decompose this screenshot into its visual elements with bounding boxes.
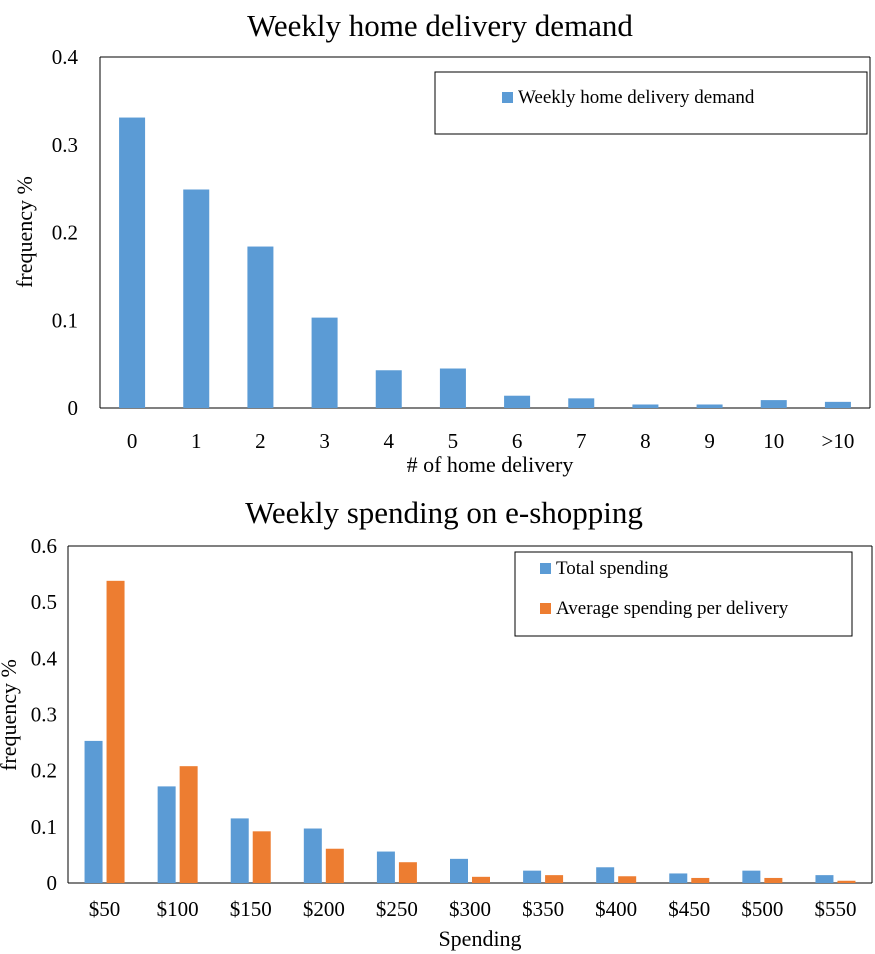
bar-total-spending-300 (450, 858, 468, 883)
x-tick-label: 4 (384, 429, 395, 453)
x-tick-label: $50 (89, 897, 121, 921)
bar-weekly-home-delivery-demand-5 (439, 368, 466, 408)
x-tick-label: $250 (376, 897, 418, 921)
x-tick-label: $400 (595, 897, 637, 921)
legend-label: Total spending (556, 558, 669, 579)
y-tick-label: 0.6 (31, 534, 57, 558)
bar-average-spending-per-delivery-450 (691, 877, 710, 883)
y-tick-label: 0.3 (31, 703, 57, 727)
x-tick-label: 7 (576, 429, 587, 453)
x-tick-label: $300 (449, 897, 491, 921)
bar-weekly-home-delivery-demand-10 (824, 401, 851, 408)
legend-swatch-total-spending (540, 563, 551, 574)
x-tick-label: >10 (821, 429, 854, 453)
bar-weekly-home-delivery-demand-9 (696, 404, 723, 408)
x-tick-label: $100 (157, 897, 199, 921)
x-tick-label: 10 (763, 429, 784, 453)
x-tick-labels: $50 $100 $150 $200 $250 $300 $350 $400 $450 $500 $… (89, 897, 857, 921)
y-tick-labels: 0 0.1 0.2 0.3 0.4 (52, 45, 79, 420)
x-tick-label: $350 (522, 897, 564, 921)
chart-title: Weekly spending on e-shopping (245, 495, 643, 530)
bars (84, 580, 856, 883)
bar-weekly-home-delivery-demand-3 (311, 317, 338, 408)
bar-average-spending-per-delivery-350 (545, 875, 564, 883)
x-tick-label: 6 (512, 429, 523, 453)
y-tick-label: 0.1 (52, 308, 78, 332)
bar-total-spending-450 (669, 873, 688, 883)
bar-total-spending-350 (523, 870, 542, 883)
y-tick-label: 0.1 (31, 815, 57, 839)
x-tick-label: 8 (640, 429, 651, 453)
bar-weekly-home-delivery-demand-8 (632, 404, 659, 408)
bar-average-spending-per-delivery-500 (764, 877, 783, 883)
bar-weekly-home-delivery-demand-10 (760, 400, 787, 408)
bar-average-spending-per-delivery-550 (837, 880, 856, 883)
legend: Weekly home delivery demand (434, 71, 868, 135)
bar-weekly-home-delivery-demand-0 (119, 117, 146, 409)
x-tick-label: 1 (191, 429, 202, 453)
bar-total-spending-500 (742, 870, 761, 883)
legend-label: Weekly home delivery demand (518, 87, 755, 108)
y-tick-label: 0.4 (52, 45, 79, 69)
x-tick-label: $550 (814, 897, 856, 921)
y-tick-label: 0.2 (52, 221, 78, 245)
legend: Total spending Average spending per deliv… (514, 551, 853, 637)
bar-weekly-home-delivery-demand-1 (183, 189, 210, 408)
y-tick-labels: 0 0.1 0.2 0.3 0.4 0.5 0.6 (31, 534, 58, 895)
bar-weekly-home-delivery-demand-7 (568, 398, 595, 408)
bar-weekly-home-delivery-demand-6 (504, 395, 531, 408)
x-tick-label: 2 (255, 429, 266, 453)
bar-total-spending-200 (303, 828, 322, 883)
bar-average-spending-per-delivery-250 (398, 862, 417, 883)
x-axis-label: # of home delivery (407, 452, 574, 477)
y-tick-label: 0.2 (31, 759, 57, 783)
bar-average-spending-per-delivery-100 (179, 766, 198, 883)
bar-total-spending-100 (157, 786, 176, 883)
x-axis-label: Spending (438, 926, 521, 951)
x-tick-label: $500 (741, 897, 783, 921)
y-axis-label: frequency % (12, 176, 37, 288)
x-tick-label: $150 (230, 897, 272, 921)
chart-title: Weekly home delivery demand (247, 8, 633, 43)
x-tick-label: $200 (303, 897, 345, 921)
legend-swatch-weekly-home-delivery-demand (502, 92, 513, 103)
bar-weekly-home-delivery-demand-2 (247, 246, 274, 408)
legend-box (514, 551, 853, 637)
bar-average-spending-per-delivery-400 (618, 876, 637, 883)
bar-total-spending-250 (376, 851, 395, 883)
x-tick-label: 5 (448, 429, 459, 453)
bar-weekly-home-delivery-demand-4 (375, 370, 402, 408)
y-tick-label: 0.5 (31, 590, 57, 614)
y-tick-label: 0 (68, 396, 79, 420)
bar-total-spending-550 (815, 875, 834, 883)
chart-home-delivery: Weekly home delivery demand 0 0.1 0.2 0.3 0.… (12, 8, 871, 477)
bars (119, 117, 851, 409)
y-tick-label: 0 (47, 871, 58, 895)
legend-label: Average spending per delivery (556, 598, 789, 619)
bar-total-spending-400 (596, 867, 615, 883)
y-tick-label: 0.4 (31, 646, 58, 670)
y-tick-label: 0.3 (52, 133, 78, 157)
x-tick-labels: 0 1 2 3 4 5 6 7 8 9 10 >10 (127, 429, 855, 453)
bar-total-spending-50 (84, 740, 103, 883)
bar-average-spending-per-delivery-50 (106, 580, 125, 883)
bar-average-spending-per-delivery-300 (472, 876, 490, 883)
bar-average-spending-per-delivery-200 (325, 848, 344, 883)
x-tick-label: 9 (704, 429, 715, 453)
x-tick-label: $450 (668, 897, 710, 921)
y-axis-label: frequency % (0, 659, 21, 771)
x-tick-label: 3 (319, 429, 330, 453)
legend-swatch-average-spending-per-delivery (540, 603, 551, 614)
chart-e-shopping-spending: Weekly spending on e-shopping 0 0.1 0.2 0.3… (0, 495, 873, 951)
x-tick-label: 0 (127, 429, 138, 453)
bar-average-spending-per-delivery-150 (252, 831, 271, 883)
bar-total-spending-150 (230, 818, 249, 883)
